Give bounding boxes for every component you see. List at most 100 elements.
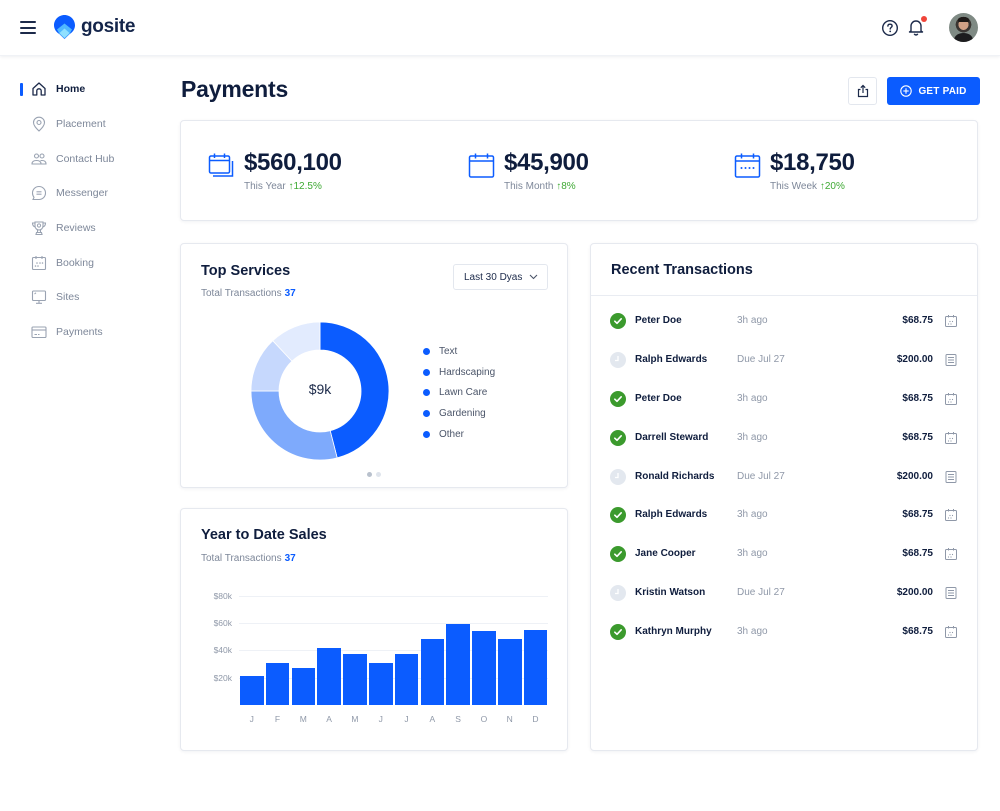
check-icon [614,318,622,325]
transaction-time: 3h ago [737,548,768,560]
legend-dot [423,431,430,439]
get-paid-label: GET PAID [918,85,967,97]
home-icon [32,82,46,96]
bar[interactable] [420,639,445,705]
sidebar-item-contact-hub[interactable]: Contact Hub [0,141,170,176]
chevron-down-icon [529,274,538,280]
chart-legend: Text Hardscaping Lawn Care Gardening Other [423,341,495,445]
bar[interactable] [240,676,264,705]
transaction-row[interactable]: Kathryn Murphy 3h ago $68.75 [591,614,977,653]
stat-change: ↑20% [819,181,845,192]
calendar-icon[interactable] [944,392,958,406]
calendar-icon[interactable] [944,314,958,328]
bar[interactable] [291,668,316,705]
calendar-week-icon [734,153,761,178]
customer-name: Darrell Steward [635,431,709,443]
calendar-icon [468,153,495,178]
sidebar-item-home[interactable]: Home [0,72,170,107]
sidebar-item-label: Reviews [56,222,96,235]
transaction-time: 3h ago [737,509,768,521]
donut-segment[interactable] [272,321,321,362]
stat-change-value: 8% [561,181,576,192]
pager-dot-2[interactable] [376,472,381,477]
bar[interactable] [498,639,522,705]
bar[interactable] [523,629,548,705]
stats-summary-card: $560,100 This Year ↑12.5% $45,900 This M… [180,120,978,221]
total-transactions-label: Total Transactions [201,288,282,299]
calendar-icon[interactable] [944,547,958,561]
bar[interactable] [343,654,367,705]
legend-label: Text [439,345,458,357]
get-paid-button[interactable]: GET PAID [887,77,980,105]
calendar-icon[interactable] [944,431,958,445]
calendar-icon[interactable] [944,625,958,639]
transaction-amount: $200.00 [896,587,933,599]
invoice-icon[interactable] [944,353,958,367]
export-button[interactable] [848,77,877,105]
donut-segment[interactable] [319,321,390,459]
sidebar-item-payments[interactable]: Payments [0,315,170,350]
bar[interactable] [446,624,470,705]
transaction-row[interactable]: Kristin Watson Due Jul 27 $200.00 [591,575,977,614]
x-axis-tick: M [299,714,307,724]
date-range-value: Last 30 Dyas [464,271,523,283]
check-icon [614,629,622,636]
stat-value: $18,750 [770,149,855,176]
page-title: Payments [181,76,289,102]
bar[interactable] [369,662,393,705]
card-title: Year to Date Sales [201,527,327,543]
transaction-row[interactable]: Peter Doe 3h ago $68.75 [591,303,977,342]
gridline [239,595,548,597]
transaction-row[interactable]: Darrell Steward 3h ago $68.75 [591,420,977,459]
transaction-row[interactable]: Jane Cooper 3h ago $68.75 [591,536,977,575]
y-axis-tick: $40k [213,645,232,656]
notification-badge [921,16,927,22]
bar[interactable] [317,647,341,705]
sidebar-item-sites[interactable]: Sites [0,280,170,315]
stat-subtitle: This Month ↑8% [504,181,576,192]
date-range-dropdown[interactable]: Last 30 Dyas [453,264,548,290]
bar[interactable] [265,662,290,705]
stat-change-value: 12.5% [293,181,322,192]
stat-period: This Month [504,181,554,192]
hamburger-menu-icon[interactable] [20,21,36,34]
carousel-pager [367,472,381,477]
check-icon [614,551,622,558]
help-icon[interactable] [881,19,899,37]
customer-name: Ralph Edwards [635,353,708,365]
customer-name: Peter Doe [635,392,682,404]
location-pin-icon [32,116,46,132]
transaction-row[interactable]: Ralph Edwards Due Jul 27 $200.00 [591,342,977,381]
bar[interactable] [472,631,496,705]
stat-change: ↑12.5% [288,181,322,192]
monitor-icon [31,290,47,305]
sidebar-item-label: Contact Hub [56,152,115,165]
sidebar-item-reviews[interactable]: Reviews [0,211,170,246]
transaction-amount: $68.75 [902,548,933,560]
calendar-icon[interactable] [944,508,958,522]
top-services-donut-chart[interactable] [250,321,390,461]
transaction-row[interactable]: Peter Doe 3h ago $68.75 [591,381,977,420]
legend-label: Other [439,429,465,441]
sidebar-item-booking[interactable]: Booking [0,245,170,280]
card-title: Recent Transactions [611,262,753,278]
transaction-time: 3h ago [737,392,768,404]
donut-segment[interactable] [250,390,338,461]
logo[interactable]: gosite [54,15,135,39]
transaction-row[interactable]: Ronald Richards Due Jul 27 $200.00 [591,459,977,498]
user-avatar[interactable] [949,13,978,42]
pager-dot-1[interactable] [367,472,372,477]
sidebar-item-label: Booking [56,256,94,269]
status-paid-icon [610,313,626,329]
invoice-icon[interactable] [944,586,958,600]
legend-item: Other [423,424,495,445]
check-icon [614,395,622,402]
bar[interactable] [394,654,419,705]
sidebar-item-messenger[interactable]: Messenger [0,176,170,211]
transaction-row[interactable]: Ralph Edwards 3h ago $68.75 [591,497,977,536]
notification-bell-icon[interactable] [907,18,925,36]
customer-name: Kathryn Murphy [635,626,712,638]
sidebar-item-placement[interactable]: Placement [0,107,170,142]
status-paid-icon [610,507,626,524]
invoice-icon[interactable] [944,470,958,484]
